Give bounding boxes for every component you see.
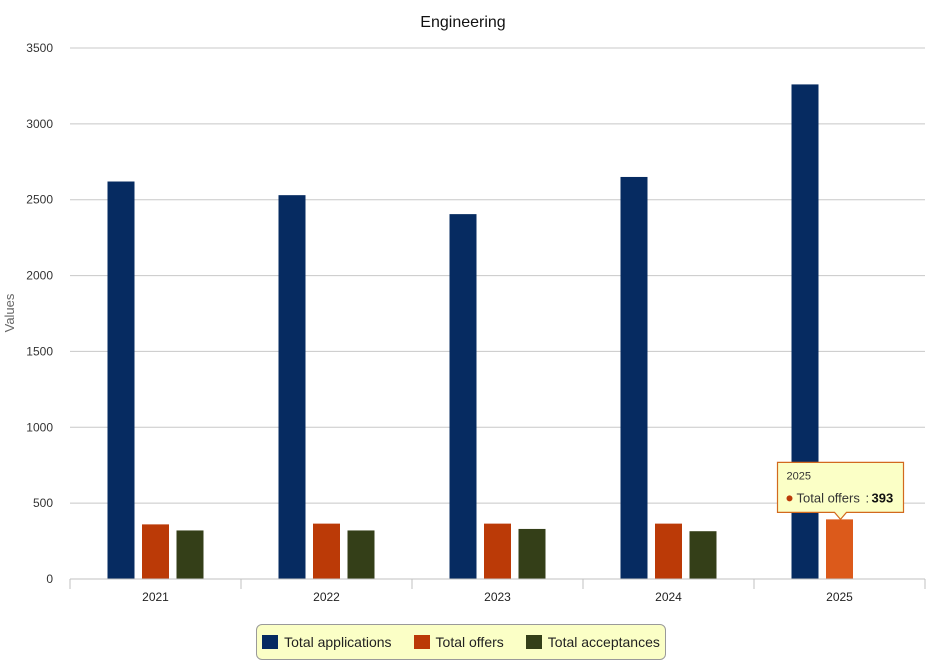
y-tick-label: 2500 [26, 193, 53, 207]
bar-total-offers-2021[interactable] [142, 524, 169, 579]
legend-label: Total acceptances [547, 634, 660, 650]
legend-item-total-offers[interactable]: Total offers [413, 634, 504, 650]
bar-total-offers-2022[interactable] [313, 523, 340, 579]
y-tick-label: 1000 [26, 420, 53, 434]
bar-total-acceptances-2023[interactable] [518, 528, 546, 579]
bar-total-acceptances-2024[interactable] [689, 531, 717, 579]
y-tick-label: 1500 [26, 344, 53, 358]
bar-total-acceptances-2021[interactable] [176, 530, 204, 579]
y-tick-label: 3000 [26, 117, 53, 131]
tooltip: 2025 Total offers:393 [776, 461, 905, 521]
bar-total-acceptances-2022[interactable] [347, 530, 375, 579]
bar-total-applications-2021[interactable] [107, 181, 135, 579]
bar-total-applications-2024[interactable] [620, 176, 648, 579]
legend-swatch [262, 635, 279, 649]
legend-item-total-acceptances[interactable]: Total acceptances [525, 634, 660, 650]
y-tick-label: 0 [46, 572, 53, 586]
chart-title: Engineering [420, 14, 505, 31]
tooltip-category: 2025 [787, 470, 811, 482]
legend-swatch [413, 635, 430, 649]
y-axis-label: Values [2, 293, 17, 332]
x-tick-label: 2022 [313, 590, 340, 604]
bar-total-applications-2022[interactable] [278, 195, 306, 580]
y-axis-ticks: 0 500 1000 1500 2000 2500 3000 3500 [26, 41, 53, 586]
bar-total-offers-2023[interactable] [484, 523, 511, 579]
legend-item-total-applications[interactable]: Total applications [262, 634, 392, 650]
x-tick-label: 2023 [484, 590, 511, 604]
tooltip-value: 393 [872, 490, 894, 505]
legend: Total applications Total offers Total acce… [256, 624, 666, 660]
y-tick-label: 3500 [26, 41, 53, 55]
legend-label: Total offers [435, 634, 504, 650]
legend-label: Total applications [284, 634, 392, 650]
bars [107, 84, 853, 580]
legend-swatch [525, 635, 542, 649]
tooltip-series-dot [786, 495, 793, 502]
x-axis: 2021 2022 2023 2024 2025 [69, 578, 926, 604]
tooltip-series-label: Total offers [797, 490, 861, 505]
tooltip-box [776, 461, 905, 521]
tooltip-separator: : [866, 490, 870, 505]
y-tick-label: 500 [33, 496, 53, 510]
x-tick-label: 2025 [826, 590, 853, 604]
x-tick-label: 2024 [655, 590, 682, 604]
bar-total-offers-2024[interactable] [655, 523, 682, 579]
y-tick-label: 2000 [26, 269, 53, 283]
grid-lines [70, 47, 925, 580]
x-tick-label: 2021 [142, 590, 169, 604]
bar-total-offers-2025[interactable] [826, 519, 853, 579]
bar-total-applications-2023[interactable] [449, 214, 477, 579]
